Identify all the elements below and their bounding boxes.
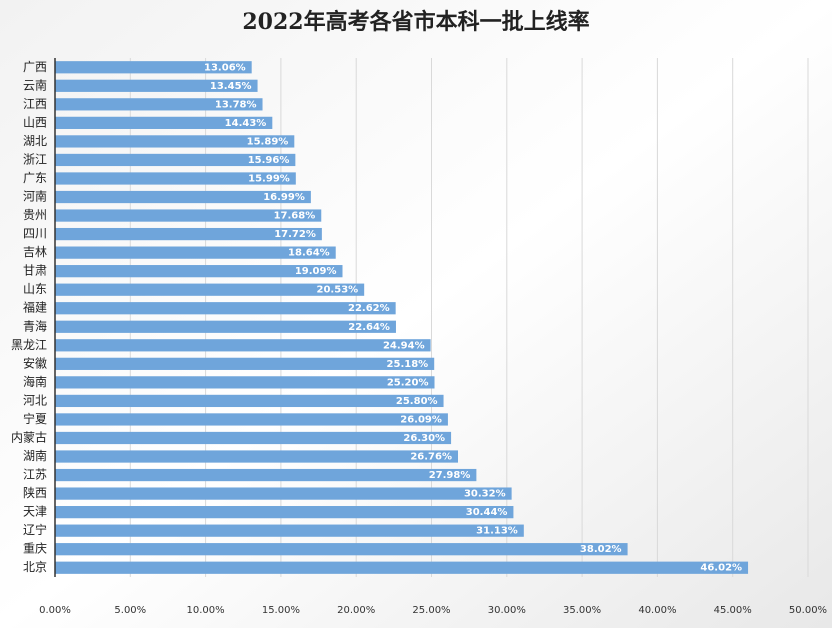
y-tick-label: 浙江 [23,152,47,166]
bar [55,357,435,370]
bar [55,543,628,556]
data-label: 22.62% [348,303,390,314]
y-tick-label: 福建 [23,300,47,315]
data-label: 22.64% [348,322,390,333]
bar [55,320,396,333]
bar [55,98,263,111]
data-label: 38.02% [580,544,622,555]
data-label: 13.06% [204,62,246,73]
y-tick-label: 北京 [23,560,47,574]
bar [55,468,477,482]
bar [55,431,452,445]
y-tick-label: 陕西 [23,485,47,500]
x-tick-label: 0.00% [39,605,71,616]
y-tick-label: 宁夏 [23,411,47,426]
bar [55,302,396,315]
y-tick-label: 江西 [23,97,47,111]
bar [55,61,252,74]
bar [55,79,258,92]
y-tick-label: 云南 [23,77,47,92]
y-tick-label: 天津 [23,505,47,519]
y-tick-label: 河南 [23,189,47,204]
y-tick-label: 贵州 [23,208,47,222]
data-label: 16.99% [263,192,305,203]
data-label: 20.53% [317,285,359,296]
x-tick-label: 15.00% [262,605,300,616]
bar [55,487,512,500]
data-label: 15.89% [247,136,289,147]
data-label: 26.09% [400,414,442,425]
y-tick-label: 青海 [23,318,47,333]
y-tick-label: 山西 [23,115,47,129]
bar [55,450,459,463]
bar [55,561,749,574]
y-tick-label: 广东 [23,171,47,185]
x-tick-label: 10.00% [187,605,225,616]
y-tick-label: 广西 [23,60,47,74]
bar [55,339,431,352]
x-tick-label: 35.00% [563,605,601,616]
data-label: 17.68% [274,211,316,222]
data-label: 30.32% [464,489,506,500]
x-tick-label: 40.00% [638,605,676,616]
x-tick-label: 45.00% [714,605,752,616]
bar [55,524,524,537]
y-tick-label: 四川 [23,227,47,241]
data-label: 19.09% [295,266,337,277]
y-tick-label: 辽宁 [23,522,47,537]
chart-title: 2022年高考各省市本科一批上线率 [242,9,589,35]
bar [55,283,365,296]
x-tick-label: 50.00% [789,605,827,616]
y-tick-label: 吉林 [23,245,47,259]
bar [55,413,448,426]
bar [55,506,514,519]
bar [55,116,273,129]
bar [55,135,295,148]
data-label: 30.44% [466,507,508,518]
data-label: 15.99% [248,173,290,184]
bar [55,376,435,389]
y-tick-label: 重庆 [23,542,47,556]
y-tick-label: 海南 [23,374,47,389]
data-label: 13.78% [215,99,257,110]
bar [55,190,311,204]
data-label: 31.13% [476,526,518,537]
y-tick-label: 内蒙古 [11,429,47,444]
data-label: 15.96% [248,155,290,166]
bar [55,265,343,278]
bar [55,153,296,167]
data-label: 14.43% [225,118,267,129]
bar [55,172,296,185]
y-tick-label: 安徽 [23,355,47,370]
y-tick-label: 甘肃 [23,264,47,278]
data-label: 25.20% [387,377,429,388]
x-tick-label: 25.00% [412,605,450,616]
data-label: 46.02% [700,563,742,574]
data-label: 24.94% [383,340,425,351]
y-tick-label: 湖北 [23,133,47,148]
bar [55,209,322,222]
data-label: 18.64% [288,248,330,259]
data-label: 17.72% [274,229,316,240]
data-label: 26.76% [410,452,452,463]
bar [55,227,322,241]
data-label: 25.18% [387,359,429,370]
y-tick-label: 湖南 [23,448,47,463]
y-tick-label: 河北 [23,393,47,407]
y-tick-label: 黑龙江 [11,338,47,352]
data-label: 27.98% [429,470,471,481]
x-tick-label: 5.00% [114,605,146,616]
data-label: 26.30% [403,433,445,444]
y-tick-label: 江苏 [23,468,47,482]
x-tick-label: 30.00% [488,605,526,616]
bar [55,394,444,408]
x-tick-label: 20.00% [337,605,375,616]
bar [55,246,336,259]
y-tick-label: 山东 [23,282,47,296]
data-label: 25.80% [396,396,438,407]
data-label: 13.45% [210,81,252,92]
